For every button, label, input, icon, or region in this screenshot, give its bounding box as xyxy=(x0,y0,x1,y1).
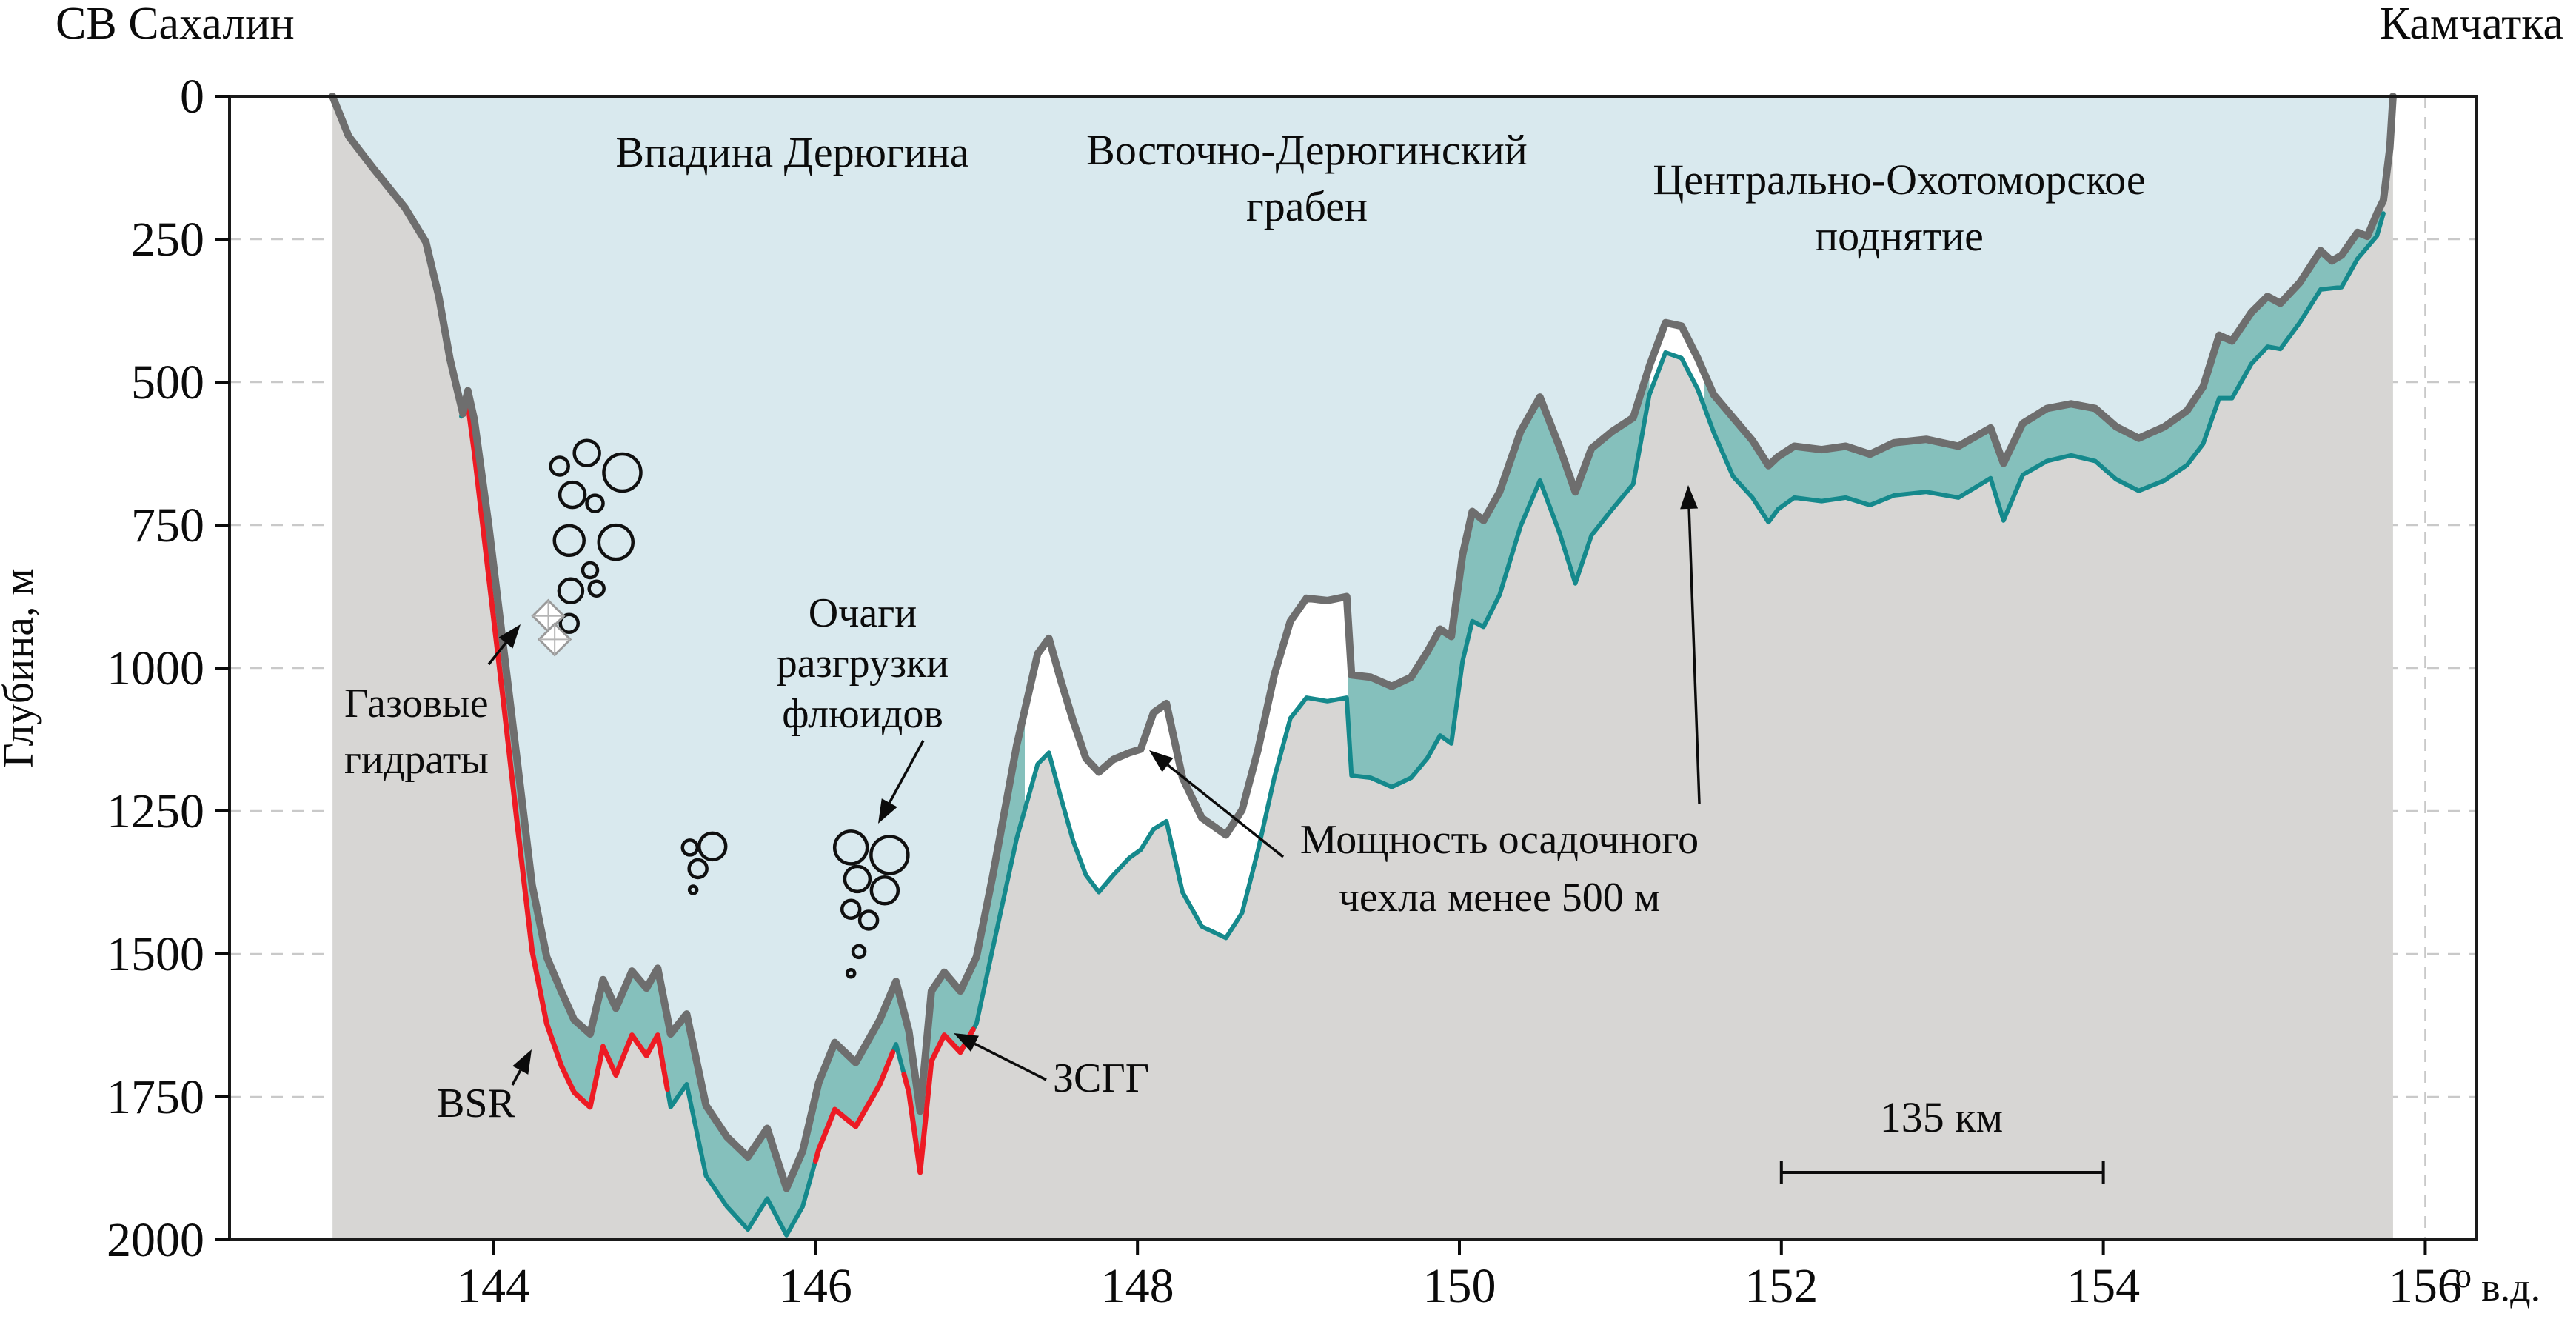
slope-bubbles-bubble-icon-9 xyxy=(587,579,606,598)
region-label-deryugin-basin: Впадина Дерюгина xyxy=(615,128,968,176)
basin-bubbles-east-bubble-icon-1 xyxy=(869,835,910,875)
region-label-rise-line1: Центрально-Охотоморское xyxy=(1653,156,2145,204)
region-label-graben-line2: грабен xyxy=(1246,182,1368,230)
annotation-zsgg: ЗСГГ xyxy=(1053,1055,1149,1101)
slope-bubbles-bubble-icon-8 xyxy=(557,577,585,605)
slope-bubbles-bubble-icon-2 xyxy=(602,452,643,493)
x-tick-label-146: 146 xyxy=(779,1259,852,1313)
title-right-kamchatka: Камчатка xyxy=(2380,0,2563,49)
bsr-arrow xyxy=(511,1069,522,1086)
seafloor-line xyxy=(329,93,2397,1192)
x-tick-label-154: 154 xyxy=(2067,1259,2140,1313)
thickness-arrow-west-head xyxy=(1149,750,1174,772)
y-tick-label-2000: 2000 xyxy=(107,1213,204,1267)
y-tick-label-750: 750 xyxy=(131,498,204,552)
slope-bubbles-bubble-icon-4 xyxy=(585,493,605,513)
bsr-line-1 xyxy=(812,1049,896,1164)
title-left-sakhalin: СВ Сахалин xyxy=(56,0,295,49)
fluid-vents-arrow-head xyxy=(878,798,897,824)
sediment-band-teal-2 xyxy=(1348,366,1650,787)
slope-bubbles-bubble-icon-10 xyxy=(558,612,580,635)
basin-bubbles-east-bubble-icon-6 xyxy=(851,944,867,960)
basin-bubbles-east-bubble-icon-0 xyxy=(832,829,869,866)
generated-chart-layers: 144 146 148 150 152 154 156 0 250 500 750 1000 1250 1… xyxy=(107,70,2478,1313)
annotation-gas-hydrates-line2: гидраты xyxy=(344,737,489,783)
gas-hydrate-icon-facets-0 xyxy=(532,600,564,632)
slope-bubbles-bubble-icon-3 xyxy=(558,480,587,510)
fluid-vents-arrow xyxy=(888,740,925,804)
thickness-arrow-up-head xyxy=(1680,485,1699,510)
bsr-line-2 xyxy=(901,1026,976,1175)
y-tick-label-500: 500 xyxy=(131,355,204,410)
basin-bubbles-east-bubble-icon-5 xyxy=(857,909,880,931)
basin-bubbles-west-bubble-icon-0 xyxy=(680,838,700,857)
basin-bubbles-east-bubble-icon-7 xyxy=(845,967,857,979)
water-area xyxy=(332,96,2393,1189)
annotation-gas-hydrates-line1: Газовые xyxy=(344,681,489,727)
basin-bubbles-west-bubble-icon-2 xyxy=(687,858,709,880)
slope-bubbles-bubble-icon-5 xyxy=(552,524,586,558)
bsr-line-0 xyxy=(460,401,670,1110)
basement-area xyxy=(332,96,2393,1240)
x-tick-label-152: 152 xyxy=(1744,1259,1818,1313)
basin-bubbles-west-bubble-icon-1 xyxy=(697,831,728,862)
annotation-fluid-vents-line1: Очаги xyxy=(809,590,917,636)
scalebar-label: 135 км xyxy=(1880,1093,2003,1141)
slope-bubbles-bubble-icon-0 xyxy=(572,438,601,467)
annotation-thickness-line2: чехла менее 500 м xyxy=(1339,875,1661,921)
gas-hydrates-arrow-head xyxy=(498,624,521,649)
y-axis-label: Глубина, м xyxy=(0,568,42,767)
x-tick-label-150: 150 xyxy=(1422,1259,1496,1313)
annotation-thickness-line1: Мощность осадочного xyxy=(1300,817,1699,863)
x-tick-label-144: 144 xyxy=(457,1259,530,1313)
slope-bubbles-bubble-icon-7 xyxy=(581,561,600,580)
sediment-band-teal-4 xyxy=(1704,200,2383,523)
slope-bubbles-bubble-icon-1 xyxy=(549,455,570,477)
x-tick-label-156: 156 xyxy=(2389,1259,2462,1313)
region-label-graben-line1: Восточно-Дерюгинский xyxy=(1086,126,1528,174)
y-tick-label-250: 250 xyxy=(131,213,204,267)
sediment-band-white-3 xyxy=(1649,322,1704,407)
y-tick-label-1000: 1000 xyxy=(107,641,204,695)
annotation-fluid-vents-line3: флюидов xyxy=(782,691,943,737)
y-tick-label-1500: 1500 xyxy=(107,927,204,981)
annotation-fluid-vents-line2: разгрузки xyxy=(777,641,949,687)
gas-hydrates-arrow xyxy=(487,641,507,666)
zsgg-arrow-head xyxy=(954,1033,979,1052)
sediment-band-teal-0 xyxy=(461,390,1025,1235)
sediment-base-line xyxy=(459,211,2386,1238)
bsr-arrow-head xyxy=(512,1049,532,1075)
basin-bubbles-east-bubble-icon-3 xyxy=(869,875,900,906)
y-tick-label-0: 0 xyxy=(180,70,204,124)
zsgg-arrow xyxy=(974,1042,1047,1081)
annotation-bsr: BSR xyxy=(437,1081,515,1126)
y-tick-label-1750: 1750 xyxy=(107,1070,204,1124)
slope-bubbles-bubble-icon-6 xyxy=(597,523,635,561)
region-label-rise-line2: поднятие xyxy=(1815,212,1984,260)
basin-bubbles-east-bubble-icon-4 xyxy=(840,898,862,921)
thickness-arrow-up xyxy=(1687,508,1701,804)
y-tick-label-1250: 1250 xyxy=(107,784,204,838)
gas-hydrate-icon-facets-1 xyxy=(539,624,571,655)
thickness-arrow-west xyxy=(1166,764,1285,858)
basin-bubbles-east-bubble-icon-2 xyxy=(843,864,872,894)
x-axis-unit: ⁰ в.д. xyxy=(2455,1265,2540,1309)
sediment-band-white-1 xyxy=(1025,596,1348,938)
basin-bubbles-west-bubble-icon-3 xyxy=(687,884,699,895)
x-tick-label-148: 148 xyxy=(1101,1259,1174,1313)
